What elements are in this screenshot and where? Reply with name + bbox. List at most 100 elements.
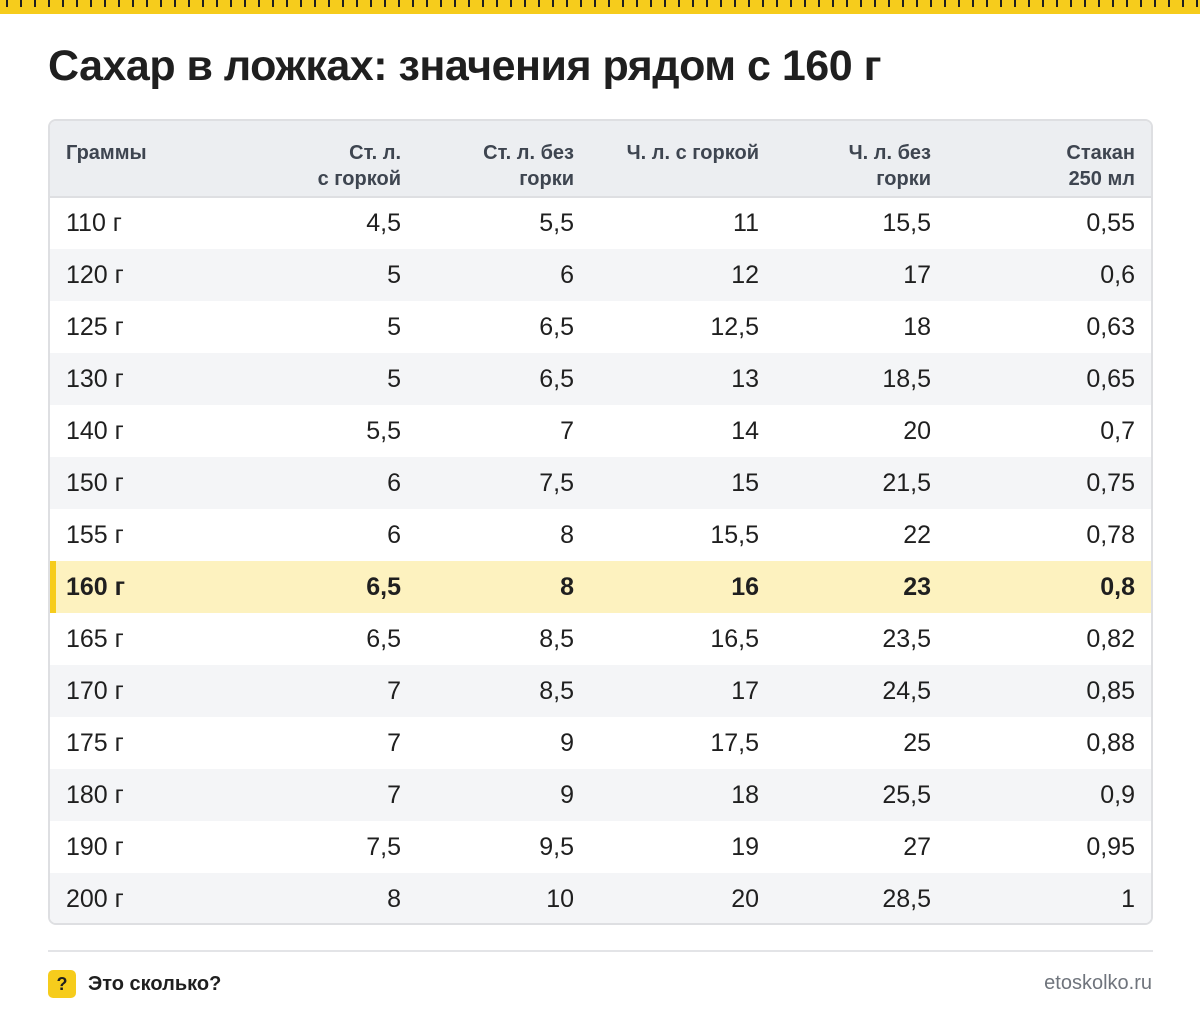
value-cell: 0,7 — [1100, 416, 1135, 445]
table-row: 110 г 4,5 5,5 11 15,5 0,55 — [50, 197, 1151, 249]
value-cell: 15,5 — [710, 520, 759, 549]
value-cell: 12,5 — [710, 312, 759, 341]
grams-cell: 150 г — [50, 457, 270, 509]
value-cell: 23,5 — [882, 624, 931, 653]
value-cell: 0,6 — [947, 249, 1151, 301]
value-cell: 8,5 — [539, 624, 574, 653]
value-cell: 24,5 — [775, 665, 947, 717]
value-cell: 18 — [590, 769, 775, 821]
value-cell: 0,55 — [1086, 209, 1135, 237]
brand-name: Это сколько? — [88, 972, 222, 995]
value-cell: 5 — [270, 249, 417, 301]
brand: ? Это сколько? — [48, 970, 221, 998]
value-cell: 21,5 — [775, 457, 947, 509]
value-cell: 11 — [733, 209, 759, 237]
grams-cell: 110 г — [66, 209, 122, 237]
value-cell: 17 — [775, 249, 947, 301]
value-cell: 0,65 — [947, 353, 1151, 405]
value-cell: 12 — [590, 249, 775, 301]
table-row: 140 г 5,5 7 14 20 0,7 — [50, 405, 1151, 457]
value-cell: 17,5 — [710, 728, 759, 757]
value-cell: 6,5 — [417, 353, 590, 405]
value-cell: 17 — [590, 665, 775, 717]
table-row-highlighted: 160 г 6,5 8 16 23 0,8 — [50, 561, 1151, 613]
question-mark-icon: ? — [48, 970, 76, 998]
table-row: 155 г 6 8 15,5 22 0,78 — [50, 509, 1151, 561]
table-row: 175 г 7 9 17,5 25 0,88 — [50, 717, 1151, 769]
value-cell: 6 — [387, 520, 401, 549]
value-cell: 4,5 — [366, 209, 401, 237]
value-cell: 18 — [903, 312, 931, 341]
table-row: 190 г 7,5 9,5 19 27 0,95 — [50, 821, 1151, 873]
value-cell: 1 — [947, 873, 1151, 923]
conversion-table: Граммы Ст. л. с горкой Ст. л. без горки … — [48, 119, 1153, 925]
header-tsp-level: Ч. л. без горки — [775, 121, 947, 198]
grams-cell: 180 г — [50, 769, 270, 821]
value-cell: 15 — [590, 457, 775, 509]
grams-cell: 155 г — [66, 520, 124, 549]
header-tbsp-level: Ст. л. без горки — [417, 121, 590, 198]
ruler-strip — [0, 0, 1200, 14]
table-row: 165 г 6,5 8,5 16,5 23,5 0,82 — [50, 613, 1151, 665]
grams-cell: 160 г — [50, 561, 270, 613]
grams-cell: 200 г — [50, 873, 270, 923]
value-cell: 23 — [775, 561, 947, 613]
table-body: 110 г 4,5 5,5 11 15,5 0,55 120 г 5 6 12 17 0,6 125 г… — [50, 197, 1151, 923]
table-row: 125 г 5 6,5 12,5 18 0,63 — [50, 301, 1151, 353]
value-cell: 28,5 — [775, 873, 947, 923]
grams-cell: 190 г — [66, 832, 124, 861]
value-cell: 7,5 — [417, 457, 590, 509]
value-cell: 25 — [903, 728, 931, 757]
value-cell: 6 — [417, 249, 590, 301]
table-row: 120 г 5 6 12 17 0,6 — [50, 249, 1151, 301]
header-tbsp-heaped: Ст. л. с горкой — [270, 121, 417, 198]
value-cell: 5 — [270, 353, 417, 405]
value-cell: 14 — [731, 416, 759, 445]
value-cell: 15,5 — [882, 209, 931, 237]
value-cell: 0,78 — [1086, 520, 1135, 549]
value-cell: 8,5 — [417, 665, 590, 717]
value-cell: 0,82 — [1086, 624, 1135, 653]
value-cell: 6,5 — [270, 561, 417, 613]
value-cell: 0,63 — [1086, 312, 1135, 341]
value-cell: 5,5 — [539, 209, 574, 237]
value-cell: 6,5 — [539, 312, 574, 341]
value-cell: 0,9 — [947, 769, 1151, 821]
grams-cell: 125 г — [66, 312, 124, 341]
value-cell: 9,5 — [539, 832, 574, 861]
value-cell: 5 — [387, 312, 401, 341]
value-cell: 10 — [417, 873, 590, 923]
value-cell: 16,5 — [710, 624, 759, 653]
value-cell: 13 — [590, 353, 775, 405]
grams-cell: 130 г — [50, 353, 270, 405]
value-cell: 8 — [560, 520, 574, 549]
value-cell: 22 — [903, 520, 931, 549]
value-cell: 7,5 — [366, 832, 401, 861]
value-cell: 20 — [590, 873, 775, 923]
grams-cell: 170 г — [50, 665, 270, 717]
value-cell: 8 — [270, 873, 417, 923]
header-tsp-heaped: Ч. л. с горкой — [590, 121, 775, 198]
value-cell: 7 — [560, 416, 574, 445]
grams-cell: 165 г — [66, 624, 124, 653]
header-grams: Граммы — [50, 121, 270, 198]
value-cell: 7 — [387, 728, 401, 757]
table-row: 150 г 6 7,5 15 21,5 0,75 — [50, 457, 1151, 509]
footer-divider — [48, 950, 1153, 952]
table-row: 180 г 7 9 18 25,5 0,9 — [50, 769, 1151, 821]
value-cell: 6 — [270, 457, 417, 509]
value-cell: 25,5 — [775, 769, 947, 821]
grams-cell: 120 г — [50, 249, 270, 301]
value-cell: 9 — [560, 728, 574, 757]
value-cell: 9 — [417, 769, 590, 821]
site-url: etoskolko.ru — [1044, 972, 1152, 994]
header-glass-250ml: Стакан 250 мл — [947, 121, 1151, 198]
value-cell: 7 — [270, 665, 417, 717]
value-cell: 0,88 — [1086, 728, 1135, 757]
table-row: 200 г 8 10 20 28,5 1 — [50, 873, 1151, 923]
value-cell: 27 — [903, 832, 931, 861]
value-cell: 0,95 — [1086, 832, 1135, 861]
value-cell: 5,5 — [366, 416, 401, 445]
table-header-row: Граммы Ст. л. с горкой Ст. л. без горки … — [50, 121, 1151, 198]
value-cell: 19 — [731, 832, 759, 861]
